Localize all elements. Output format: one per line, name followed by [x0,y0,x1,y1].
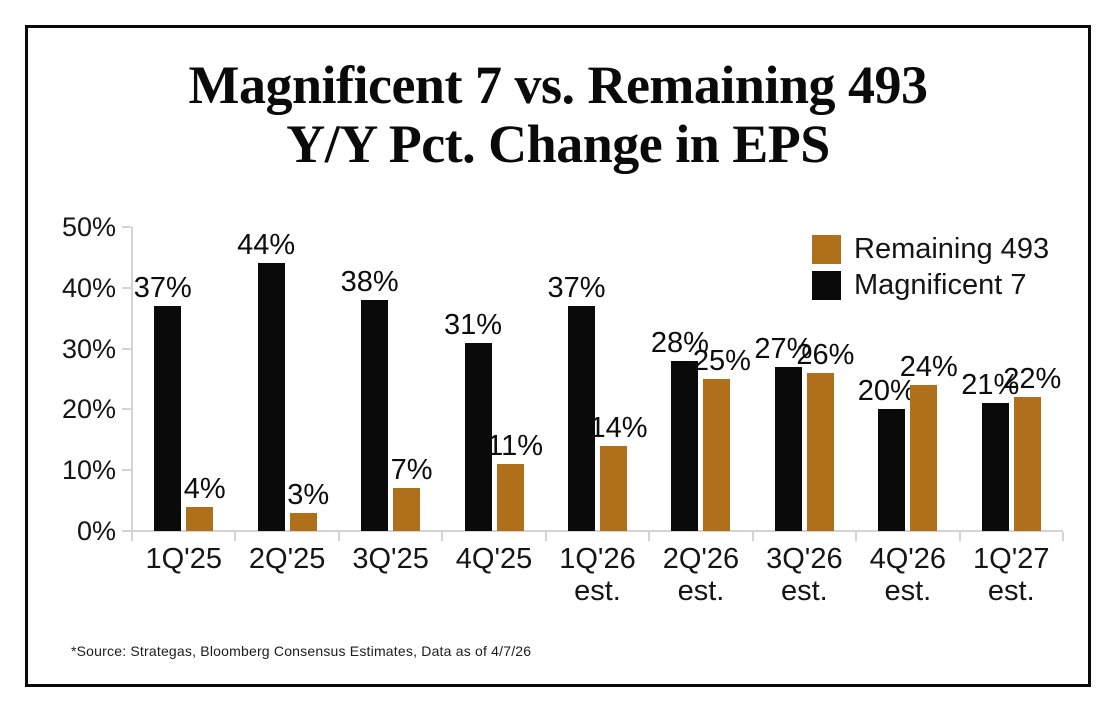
x-axis-tick [441,532,444,541]
y-axis-tick [122,286,131,289]
bar-value-label-remaining-493: 4% [183,472,226,505]
bar-value-label-remaining-493: 3% [287,478,330,511]
x-category-label: 4Q'26 est. [869,543,947,607]
x-category-label: 1Q'25 [145,543,222,575]
bar-value-label-remaining-493: 26% [796,338,855,371]
bar-value-label-remaining-493: 11% [487,430,543,463]
bar-remaining-493 [496,464,524,531]
y-axis-tick [122,530,131,532]
bar-magnificent-7 [257,263,285,531]
x-axis-tick [751,532,754,541]
bar-remaining-493 [393,488,421,531]
legend-item-magnificent-7: Magnificent 7 [812,269,1049,301]
bar-value-label-magnificent-7: 38% [340,265,399,298]
bar-value-label-magnificent-7: 21% [961,369,1020,402]
y-axis-tick [122,226,131,228]
x-category-label: 2Q'26 est. [662,543,740,607]
legend-item-remaining-493: Remaining 493 [812,233,1050,265]
x-axis-tick [855,532,858,541]
x-category-label: 1Q'27 est. [973,543,1050,607]
bar-magnificent-7 [981,403,1009,531]
chart-title-line1: Magnificent 7 vs. Remaining 493 [188,55,928,115]
bar-value-label-remaining-493: 24% [899,351,958,384]
y-axis-tick [122,347,131,350]
bar-value-label-magnificent-7: 37% [133,272,192,305]
x-axis-tick [958,532,961,541]
bar-remaining-493 [186,506,214,531]
chart-title-line2: Y/Y Pct. Change in EPS [286,114,830,175]
outer-border [25,25,1091,687]
legend-swatch-magnificent-7-icon [812,271,841,300]
x-axis-tick [544,532,547,541]
x-axis-tick [234,532,237,541]
x-axis-line [131,530,1063,532]
bar-remaining-493 [910,385,938,531]
x-category-label: 1Q'26 est. [559,543,636,607]
x-category-label: 3Q'25 [352,543,429,575]
y-tick-label: 30% [61,333,116,364]
legend-label-magnificent-7: Magnificent 7 [854,269,1027,301]
bar-magnificent-7 [361,299,389,531]
legend: Remaining 493 Magnificent 7 [812,233,1050,301]
x-axis-tick [131,532,133,541]
bar-value-label-magnificent-7: 44% [237,229,296,262]
y-tick-label: 10% [61,455,116,486]
bar-remaining-493 [703,379,731,531]
bar-remaining-493 [1013,397,1041,531]
legend-swatch-remaining-493-icon [812,235,841,264]
bar-value-label-remaining-493: 7% [390,454,433,487]
source-note: *Source: Strategas, Bloomberg Consensus … [71,643,532,659]
x-axis-tick [648,532,651,541]
legend-label-remaining-493: Remaining 493 [854,233,1050,265]
y-axis-tick [122,408,131,411]
x-axis-tick [1062,532,1064,541]
bar-value-label-remaining-493: 25% [692,345,751,377]
chart-title: Magnificent 7 vs. Remaining 493 Y/Y Pct.… [25,55,1091,175]
bar-magnificent-7 [154,306,182,531]
bar-magnificent-7 [878,409,906,531]
plot-area: 0% 10% 20% 30% 40% 50% 37% 4% 1Q'25 44% 3% 2Q'25 38%… [62,213,1064,607]
y-tick-label: 50% [61,212,116,242]
x-category-label: 2Q'25 [248,543,326,575]
bar-remaining-493 [289,512,317,531]
bar-remaining-493 [600,445,627,531]
y-tick-label: 40% [61,272,116,303]
bar-magnificent-7 [671,360,699,531]
y-axis-tick [122,469,131,472]
bar-remaining-493 [806,372,834,531]
bar-value-label-remaining-493: 14% [589,411,648,444]
bar-magnificent-7 [464,342,492,531]
y-tick-label: 20% [61,394,116,425]
bar-magnificent-7 [568,306,595,531]
bar-value-label-magnificent-7: 20% [857,375,916,408]
bar-value-label-magnificent-7: 27% [754,332,813,365]
y-axis-line [131,227,133,531]
bar-value-label-magnificent-7: 37% [547,272,606,305]
x-category-label: 4Q'25 [455,543,533,575]
x-axis-tick [337,532,340,541]
bar-value-label-magnificent-7: 31% [444,308,503,341]
bar-value-label-remaining-493: 22% [1003,363,1062,396]
x-category-label: 3Q'26 est. [766,543,843,607]
y-tick-label: 0% [76,516,116,546]
bar-magnificent-7 [774,366,802,531]
bar-value-label-magnificent-7: 28% [650,326,709,359]
